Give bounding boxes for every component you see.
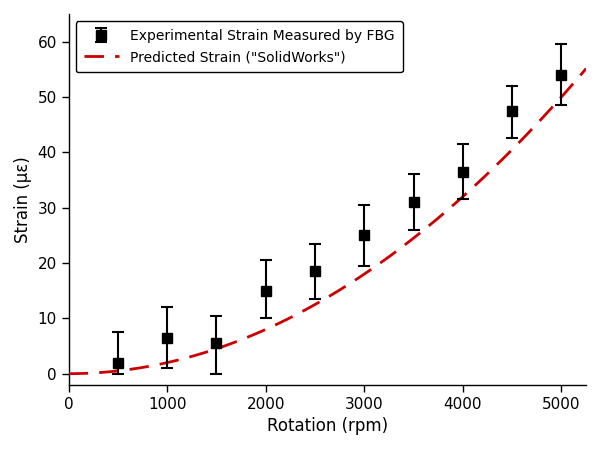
- Predicted Strain ("SolidWorks"): [570, 80, 577, 86]
- Predicted Strain ("SolidWorks"): [65, 371, 72, 376]
- Predicted Strain ("SolidWorks"): [345, 282, 352, 287]
- Y-axis label: Strain (με): Strain (με): [14, 156, 32, 243]
- X-axis label: Rotation (rpm): Rotation (rpm): [267, 417, 388, 435]
- Predicted Strain ("SolidWorks"): [489, 166, 496, 172]
- Predicted Strain ("SolidWorks"): [314, 300, 321, 306]
- Predicted Strain ("SolidWorks"): [373, 263, 380, 269]
- Predicted Strain ("SolidWorks"): [311, 302, 318, 308]
- Line: Predicted Strain ("SolidWorks"): Predicted Strain ("SolidWorks"): [68, 69, 586, 374]
- Legend: Experimental Strain Measured by FBG, Predicted Strain ("SolidWorks"): Experimental Strain Measured by FBG, Pre…: [76, 21, 403, 72]
- Predicted Strain ("SolidWorks"): [583, 66, 590, 71]
